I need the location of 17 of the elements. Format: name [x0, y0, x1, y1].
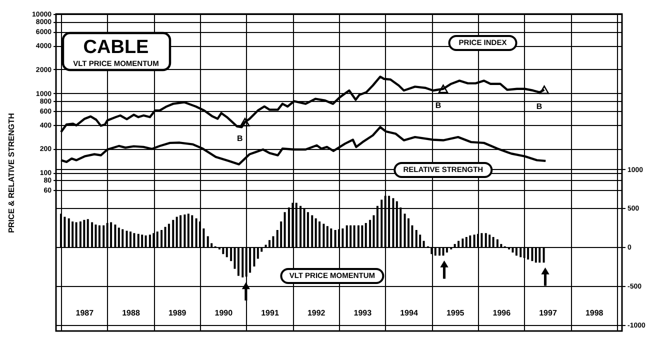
annotation: B: [435, 100, 442, 110]
x-tick-label: 1995: [446, 308, 465, 318]
x-tick-label: 1998: [585, 308, 604, 318]
x-tick-label: 1988: [122, 308, 140, 318]
x-tick-label: 1994: [400, 308, 418, 318]
x-tick-label: 1990: [214, 308, 234, 318]
x-tick-label: 1997: [539, 308, 558, 318]
x-tick-label: 1991: [261, 308, 280, 318]
x-tick-label: 1992: [307, 308, 326, 318]
x-tick-label: 1993: [354, 308, 372, 318]
x-tick-label: 1987: [76, 308, 94, 318]
annotation: B: [237, 134, 244, 144]
annotation: B: [536, 102, 542, 111]
x-tick-label: 1996: [492, 308, 512, 318]
x-tick-label: 1989: [168, 308, 187, 318]
y-axis-title: PRICE & RELATIVE STRENGTH: [7, 112, 16, 233]
text: CABLE: [83, 37, 149, 58]
